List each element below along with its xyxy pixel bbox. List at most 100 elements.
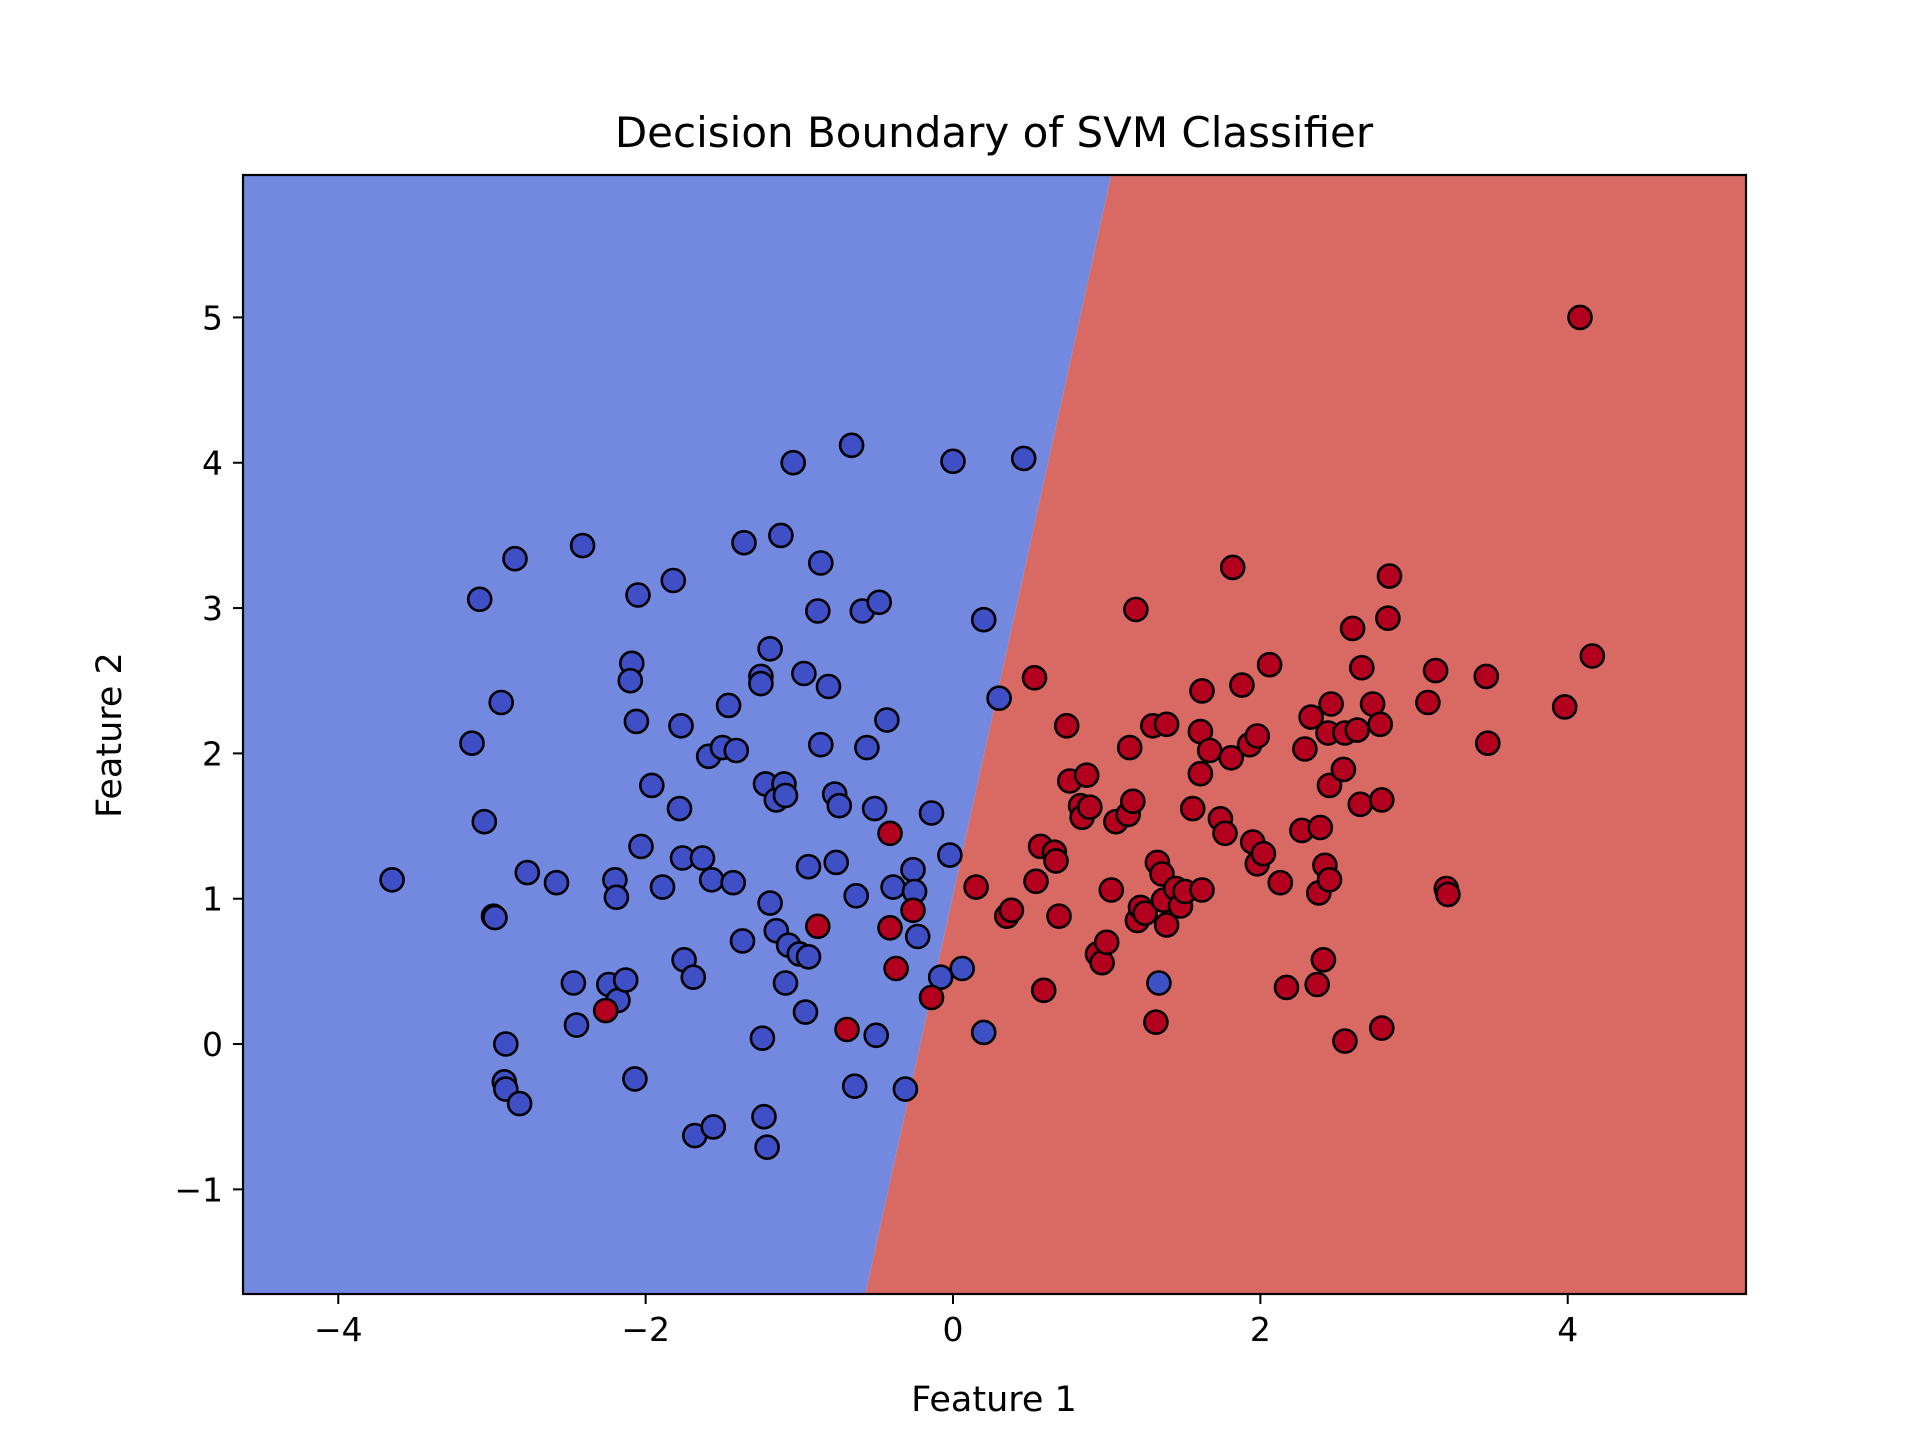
data-point-class-0 bbox=[482, 904, 508, 931]
data-point-class-1 bbox=[1250, 840, 1277, 867]
data-point-class-1 bbox=[1298, 704, 1324, 730]
data-point-class-0 bbox=[715, 692, 742, 719]
data-point-class-0 bbox=[863, 1022, 890, 1049]
data-point-class-1 bbox=[998, 897, 1025, 924]
y-tick-label: 5 bbox=[202, 298, 223, 337]
data-point-class-0 bbox=[768, 522, 794, 549]
data-point-class-0 bbox=[970, 606, 997, 633]
data-point-class-0 bbox=[826, 792, 853, 819]
data-point-class-0 bbox=[660, 567, 687, 594]
data-point-class-0 bbox=[471, 808, 498, 835]
data-point-class-1 bbox=[1116, 734, 1143, 761]
data-point-class-0 bbox=[757, 635, 783, 662]
data-point-class-1 bbox=[1273, 974, 1300, 1001]
data-point-class-1 bbox=[1143, 1009, 1169, 1036]
data-point-class-1 bbox=[1344, 717, 1370, 743]
data-point-class-0 bbox=[731, 529, 757, 556]
data-point-class-1 bbox=[1267, 869, 1294, 896]
data-point-class-1 bbox=[1318, 691, 1344, 717]
data-point-class-1 bbox=[1310, 946, 1337, 973]
data-point-class-1 bbox=[1244, 723, 1271, 749]
data-point-class-0 bbox=[668, 712, 694, 739]
data-points bbox=[379, 304, 1606, 1160]
data-point-class-0 bbox=[623, 708, 650, 735]
data-point-class-0 bbox=[492, 1031, 519, 1057]
data-point-class-0 bbox=[506, 1090, 533, 1117]
data-point-class-0 bbox=[689, 845, 716, 871]
data-point-class-0 bbox=[841, 1073, 868, 1099]
data-point-class-0 bbox=[804, 598, 831, 624]
data-point-class-1 bbox=[1339, 615, 1366, 642]
data-point-class-0 bbox=[900, 856, 926, 883]
x-tick-label: 2 bbox=[1250, 1310, 1271, 1349]
data-point-class-0 bbox=[748, 670, 774, 697]
data-point-class-1 bbox=[1120, 788, 1146, 815]
data-point-class-1 bbox=[1077, 794, 1103, 821]
data-point-class-0 bbox=[970, 1019, 997, 1046]
data-point-class-0 bbox=[622, 1066, 648, 1092]
data-point-class-1 bbox=[804, 913, 831, 940]
data-point-class-1 bbox=[1567, 304, 1593, 331]
plot-area bbox=[241, 173, 1748, 1296]
data-point-class-0 bbox=[1146, 970, 1172, 996]
data-point-class-1 bbox=[1023, 868, 1049, 895]
data-point-class-0 bbox=[892, 1076, 919, 1102]
data-point-class-1 bbox=[1153, 912, 1180, 938]
data-point-class-0 bbox=[843, 882, 870, 909]
data-point-class-1 bbox=[1043, 848, 1069, 874]
data-point-class-1 bbox=[1229, 672, 1255, 698]
data-point-class-1 bbox=[883, 955, 909, 982]
data-point-class-0 bbox=[795, 853, 822, 880]
data-point-class-0 bbox=[379, 866, 405, 893]
data-point-class-1 bbox=[1053, 712, 1080, 739]
data-point-class-0 bbox=[698, 866, 725, 893]
data-point-class-0 bbox=[488, 689, 515, 716]
x-axis-label: Feature 1 bbox=[911, 1380, 1077, 1420]
data-point-class-0 bbox=[823, 849, 850, 876]
data-point-class-1 bbox=[592, 997, 619, 1024]
data-point-class-1 bbox=[877, 914, 903, 941]
data-point-class-1 bbox=[1098, 877, 1125, 903]
data-point-class-1 bbox=[1307, 814, 1334, 841]
data-point-class-0 bbox=[466, 586, 493, 613]
data-point-class-1 bbox=[1435, 881, 1461, 908]
data-point-class-1 bbox=[1376, 563, 1403, 589]
x-tick-label: 4 bbox=[1557, 1310, 1578, 1349]
data-point-class-0 bbox=[625, 582, 651, 608]
data-point-class-1 bbox=[1347, 791, 1374, 818]
data-point-class-0 bbox=[612, 967, 639, 993]
data-point-class-0 bbox=[617, 667, 644, 694]
x-axis-ticks: −4 −2 0 2 4 bbox=[314, 1294, 1578, 1349]
data-point-class-0 bbox=[874, 707, 900, 733]
data-point-class-0 bbox=[603, 884, 630, 911]
data-point-class-0 bbox=[792, 999, 819, 1025]
data-point-class-0 bbox=[754, 1134, 780, 1160]
data-point-class-1 bbox=[1422, 657, 1449, 684]
data-point-class-1 bbox=[877, 820, 903, 847]
data-point-class-0 bbox=[569, 532, 596, 559]
data-point-class-1 bbox=[1046, 903, 1072, 930]
y-tick-label: 0 bbox=[202, 1025, 223, 1064]
y-axis-ticks: −1 0 1 2 3 4 5 bbox=[174, 298, 243, 1209]
data-point-class-1 bbox=[1212, 820, 1238, 847]
data-point-class-0 bbox=[459, 730, 485, 757]
data-point-class-1 bbox=[1021, 664, 1048, 691]
data-point-class-0 bbox=[700, 1114, 727, 1140]
data-point-class-0 bbox=[560, 970, 587, 996]
data-point-class-1 bbox=[1375, 605, 1401, 632]
data-point-class-0 bbox=[880, 874, 906, 900]
data-point-class-0 bbox=[563, 1012, 590, 1038]
x-tick-label: −4 bbox=[314, 1310, 363, 1349]
data-point-class-0 bbox=[638, 772, 665, 799]
chart-title: Decision Boundary of SVM Classifier bbox=[615, 108, 1374, 157]
data-point-class-0 bbox=[866, 589, 893, 616]
data-point-class-1 bbox=[963, 874, 989, 900]
data-point-class-1 bbox=[1093, 929, 1120, 956]
plot-frame bbox=[241, 173, 1748, 1296]
y-tick-label: 1 bbox=[202, 880, 223, 919]
data-point-class-1 bbox=[1304, 971, 1330, 998]
data-point-class-0 bbox=[628, 833, 654, 860]
data-point-class-0 bbox=[940, 448, 966, 475]
data-point-class-0 bbox=[918, 800, 945, 826]
data-point-class-0 bbox=[861, 795, 888, 822]
